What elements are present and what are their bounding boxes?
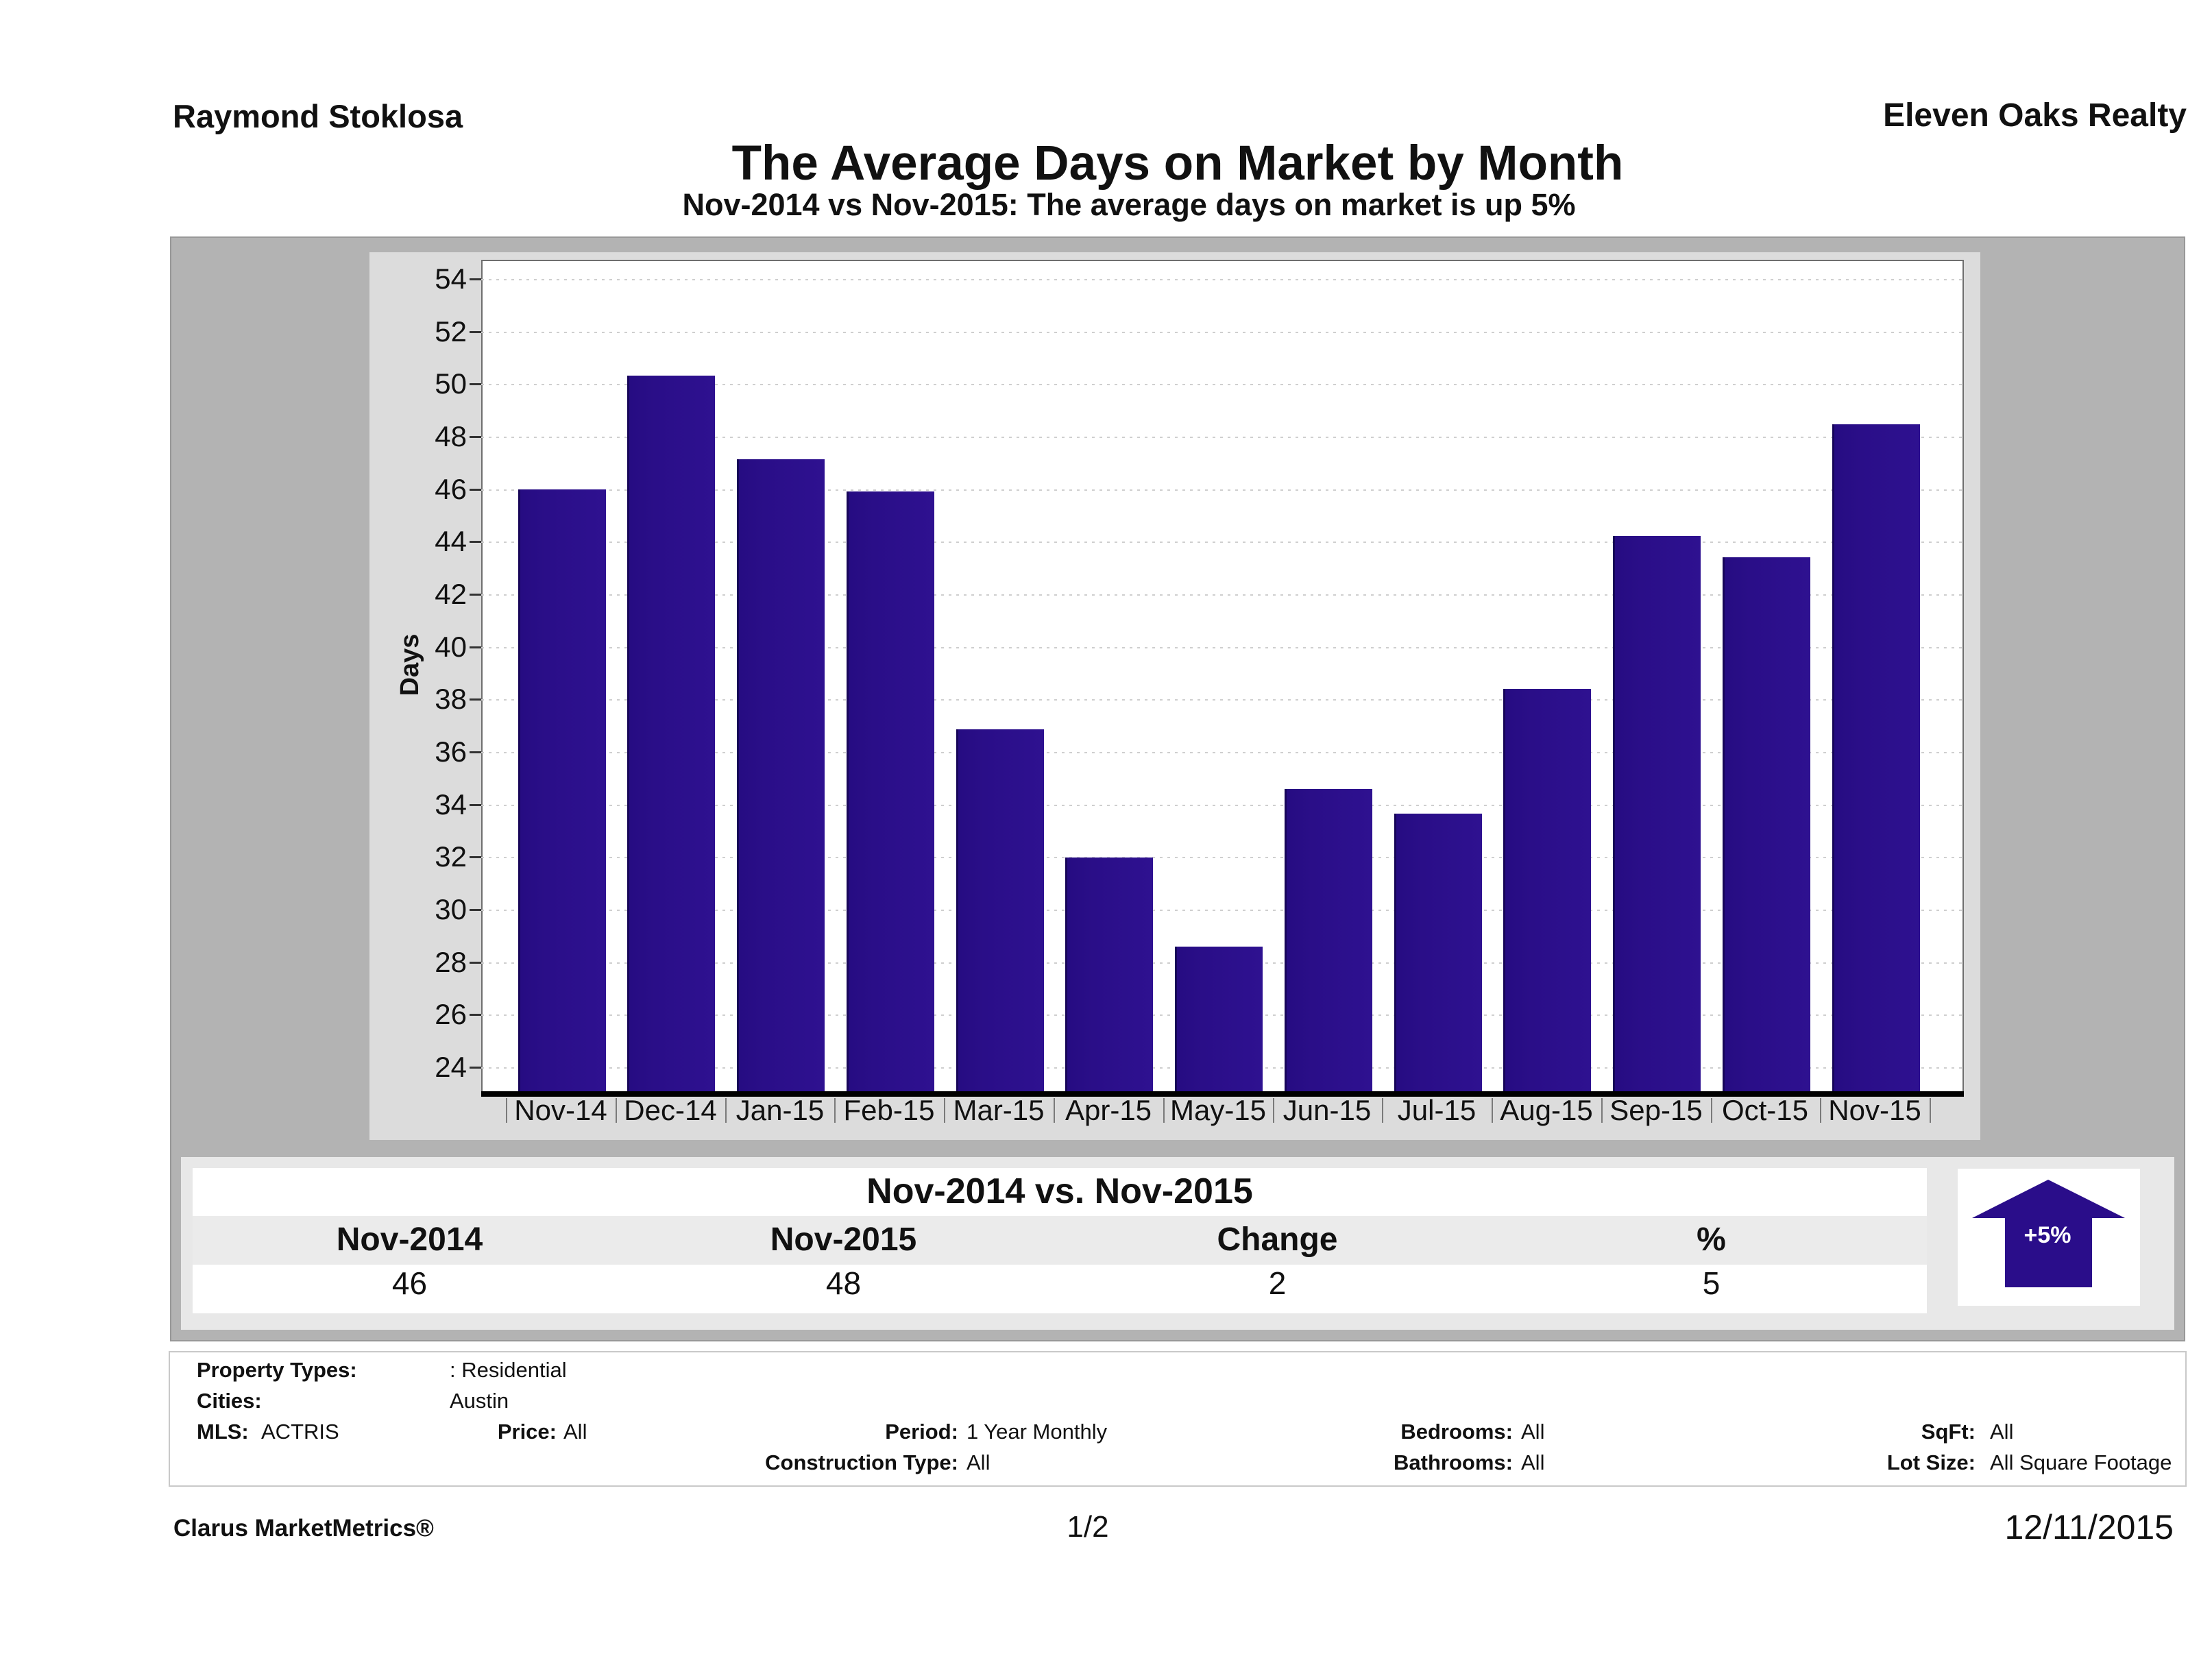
svg-text:+5%: +5%: [2024, 1222, 2071, 1248]
